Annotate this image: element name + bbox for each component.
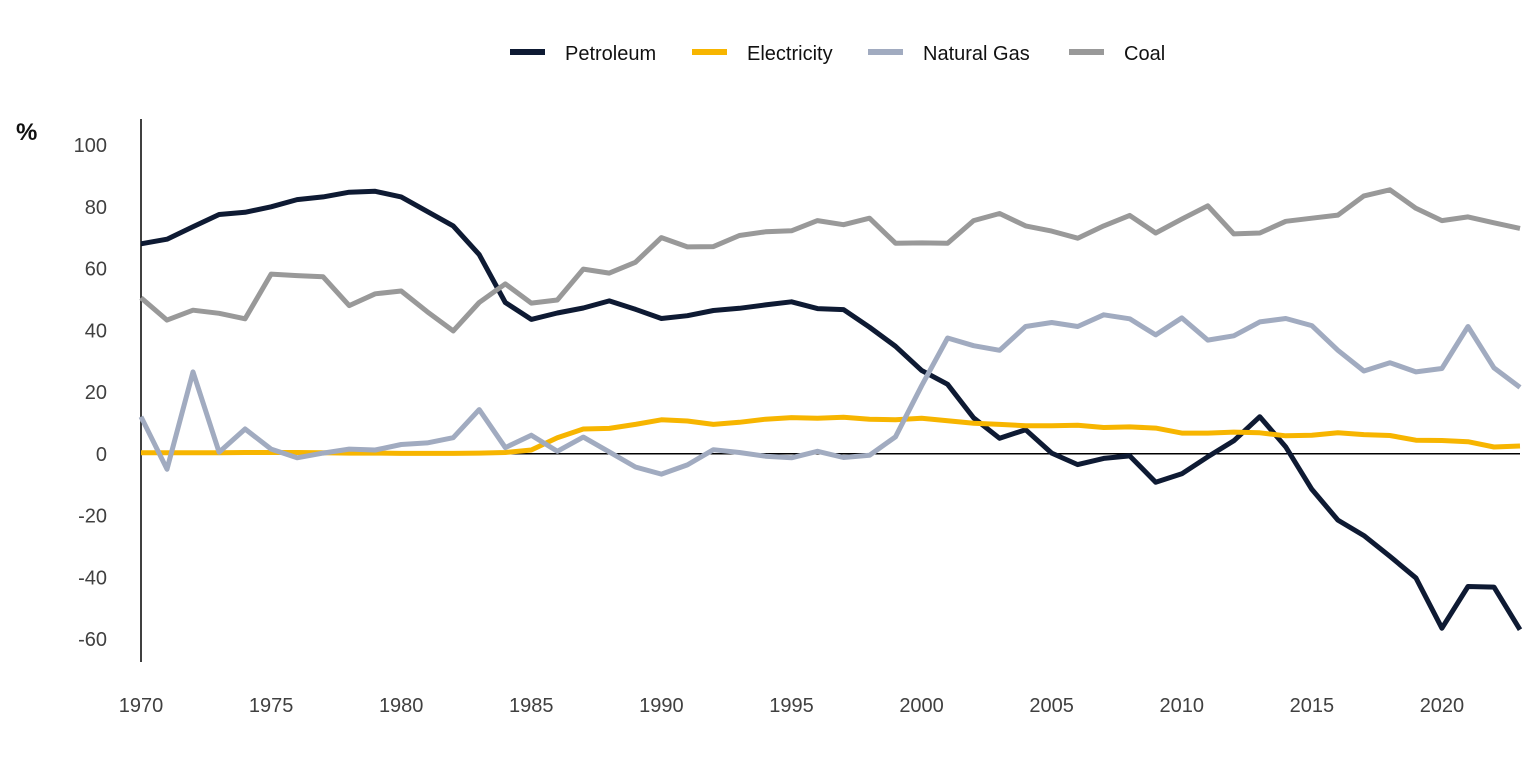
x-tick-label: 2020 <box>1420 695 1465 717</box>
x-tick-label: 2005 <box>1029 695 1074 717</box>
x-tick-label: 1995 <box>769 695 814 717</box>
legend-label-coal: Coal <box>1124 43 1165 65</box>
series-line-natural-gas <box>138 312 1522 477</box>
y-tick-label: 40 <box>85 320 107 342</box>
series-line-petroleum <box>140 188 1523 632</box>
y-tick-label: -20 <box>78 506 107 528</box>
legend: Petroleum Electricity Natural Gas Coal <box>510 43 1165 65</box>
y-tick-label: 80 <box>85 197 107 219</box>
x-tick-label: 1990 <box>639 695 684 717</box>
x-tick-label: 2010 <box>1160 695 1205 717</box>
x-tick-label: 2000 <box>899 695 944 717</box>
legend-label-electricity: Electricity <box>747 43 833 65</box>
y-tick-label: -40 <box>78 567 107 589</box>
series-line-electricity <box>141 414 1521 456</box>
legend-label-natural-gas: Natural Gas <box>923 43 1030 65</box>
x-tick-label: 1985 <box>509 695 554 717</box>
y-axis-ticks: -60 -40 -20 0 20 40 60 80 100 <box>74 135 107 651</box>
x-tick-label: 2015 <box>1290 695 1335 717</box>
x-tick-label: 1970 <box>119 695 164 717</box>
y-axis-unit-label: % <box>16 119 37 146</box>
series-layer <box>138 187 1523 632</box>
y-tick-label: 0 <box>96 444 107 466</box>
legend-label-petroleum: Petroleum <box>565 43 656 65</box>
y-tick-label: 60 <box>85 259 107 281</box>
x-tick-label: 1975 <box>249 695 294 717</box>
y-tick-label: 100 <box>74 135 107 157</box>
x-axis-ticks: 1970 1975 1980 1985 1990 1995 2000 2005 2010 2015… <box>119 695 1464 717</box>
y-tick-label: -60 <box>78 629 107 651</box>
x-tick-label: 1980 <box>379 695 424 717</box>
series-line-coal <box>139 187 1521 334</box>
y-tick-label: 20 <box>85 382 107 404</box>
